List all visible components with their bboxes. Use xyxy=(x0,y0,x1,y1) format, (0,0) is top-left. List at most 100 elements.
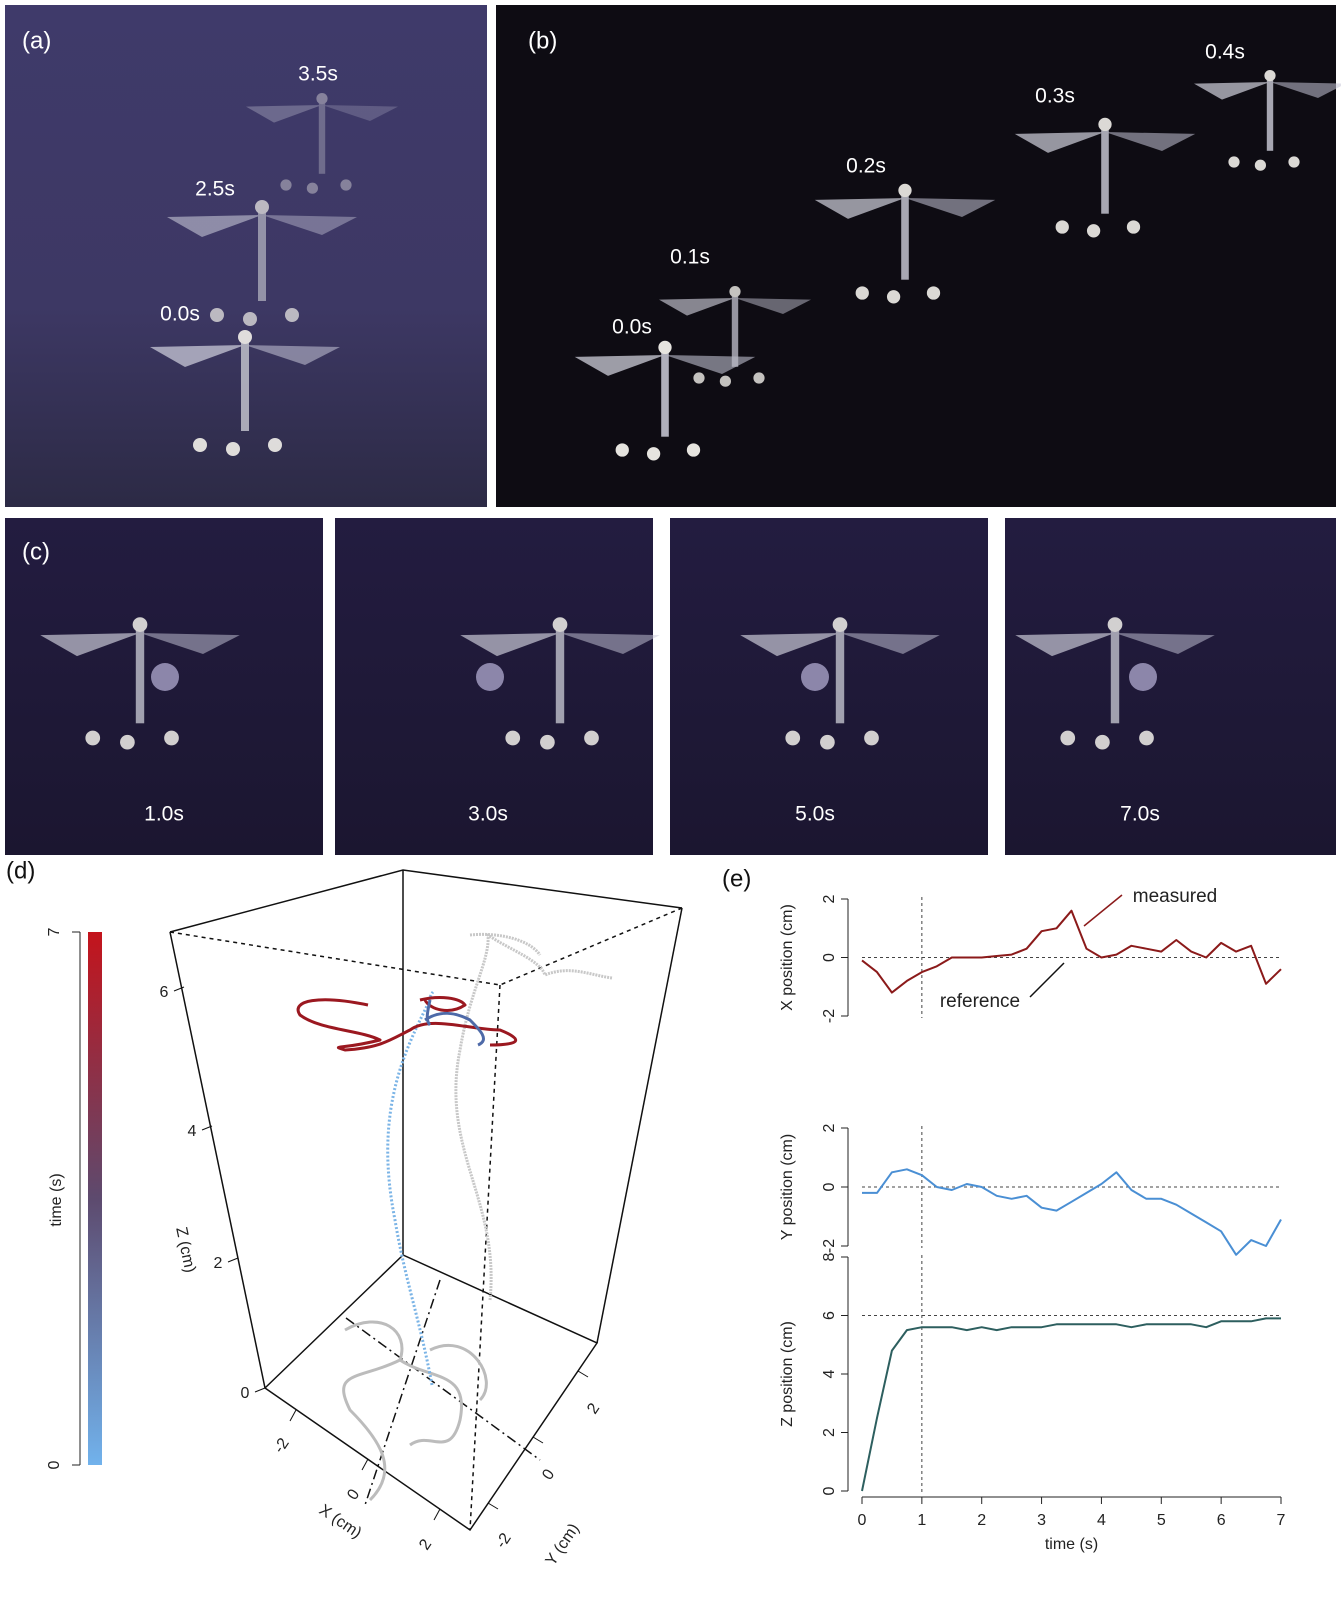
marker xyxy=(307,183,318,194)
y-tick-label: 2 xyxy=(821,1428,838,1437)
marker xyxy=(553,617,568,632)
time-label: 0.0s xyxy=(160,303,200,326)
time-label: 5.0s xyxy=(795,803,835,826)
z-tick-label: 2 xyxy=(214,1255,223,1272)
y-tick-label: 6 xyxy=(821,1311,838,1320)
marker xyxy=(164,731,179,746)
marker xyxy=(133,617,148,632)
marker xyxy=(785,731,800,746)
marker xyxy=(226,442,240,456)
marker xyxy=(268,438,282,452)
figure: (a) (b) (c) (d) (e) 3.5s2.5s0.0s0.0s0.1s… xyxy=(0,0,1341,1611)
marker xyxy=(898,184,911,197)
marker xyxy=(540,735,555,750)
marker xyxy=(210,308,224,322)
marker-disc xyxy=(476,663,504,691)
x-tick-label: 5 xyxy=(1157,1512,1166,1529)
x-tick-label: 4 xyxy=(1097,1512,1106,1529)
marker xyxy=(1228,156,1239,167)
marker xyxy=(1098,118,1111,131)
body xyxy=(1111,629,1119,724)
marker xyxy=(887,290,900,303)
marker xyxy=(687,443,700,456)
y-tick-label: 2 xyxy=(821,894,838,903)
y-tick-label: 0 xyxy=(821,1486,838,1495)
leader-line xyxy=(1084,895,1122,926)
panel-label: (e) xyxy=(722,865,751,892)
y-tick-label: 4 xyxy=(821,1369,838,1378)
annotation: measured xyxy=(1133,886,1218,907)
x-tick-label: 1 xyxy=(917,1512,926,1529)
marker xyxy=(720,376,731,387)
y-axis-label: X position (cm) xyxy=(779,904,796,1011)
data-line xyxy=(862,1169,1281,1255)
y-axis-label: Z position (cm) xyxy=(779,1321,796,1427)
time-label: 0.2s xyxy=(846,155,886,178)
y-axis-label: Y (cm) xyxy=(543,1521,583,1569)
leader-line xyxy=(1030,963,1064,997)
x-tick-label: -2 xyxy=(271,1435,293,1456)
y-tick-label: 0 xyxy=(821,1182,838,1191)
data-line xyxy=(862,1318,1281,1491)
marker xyxy=(505,731,520,746)
marker xyxy=(856,286,869,299)
y-tick xyxy=(488,1503,498,1509)
z-tick-label: 4 xyxy=(188,1123,197,1140)
photo-a xyxy=(5,5,487,507)
y-axis-label: Y position (cm) xyxy=(779,1134,796,1240)
y-tick-label: 0 xyxy=(539,1466,558,1483)
photo-c4 xyxy=(1005,518,1336,855)
marker xyxy=(255,200,269,214)
y-tick-label: 2 xyxy=(821,1123,838,1132)
body xyxy=(258,211,266,301)
3d-box xyxy=(170,870,682,1530)
marker xyxy=(1108,617,1123,632)
x-tick-label: 2 xyxy=(977,1512,986,1529)
x-tick xyxy=(434,1509,440,1520)
x-tick-label: 3 xyxy=(1037,1512,1046,1529)
photo-b xyxy=(496,5,1336,507)
y-tick-label: 8 xyxy=(821,1252,838,1261)
body xyxy=(319,102,325,174)
colorbar-tick-label: 7 xyxy=(46,927,63,936)
colorbar-tick-label: 0 xyxy=(46,1460,63,1469)
marker xyxy=(693,372,704,383)
x-tick-label: 0 xyxy=(344,1486,363,1503)
marker xyxy=(729,286,740,297)
body xyxy=(556,629,564,724)
body xyxy=(836,629,844,724)
x-tick xyxy=(290,1410,296,1421)
marker xyxy=(833,617,848,632)
marker xyxy=(820,735,835,750)
time-label: 0.0s xyxy=(612,316,652,339)
marker xyxy=(1139,731,1154,746)
time-label: 3.0s xyxy=(468,803,508,826)
marker xyxy=(753,372,764,383)
time-label: 0.4s xyxy=(1205,41,1245,64)
marker xyxy=(616,443,629,456)
y-tick-label: 2 xyxy=(584,1400,603,1417)
marker xyxy=(285,308,299,322)
marker xyxy=(584,731,599,746)
time-label: 2.5s xyxy=(195,178,235,201)
marker xyxy=(120,735,135,750)
marker xyxy=(1095,735,1110,750)
body xyxy=(241,341,249,431)
marker xyxy=(1056,220,1069,233)
marker-disc xyxy=(1129,663,1157,691)
z-tick-label: 0 xyxy=(241,1385,250,1402)
marker xyxy=(1264,70,1275,81)
panel-label: (c) xyxy=(22,538,50,565)
y-tick-label: 0 xyxy=(821,953,838,962)
marker xyxy=(1288,156,1299,167)
marker xyxy=(1087,224,1100,237)
z-tick-label: 6 xyxy=(160,984,169,1001)
marker-disc xyxy=(151,663,179,691)
x-axis-label: X (cm) xyxy=(316,1502,365,1542)
body xyxy=(732,295,738,367)
z-tick xyxy=(255,1388,265,1392)
annotation: reference xyxy=(940,991,1020,1012)
time-label: 0.3s xyxy=(1035,85,1075,108)
marker xyxy=(927,286,940,299)
marker xyxy=(280,179,291,190)
